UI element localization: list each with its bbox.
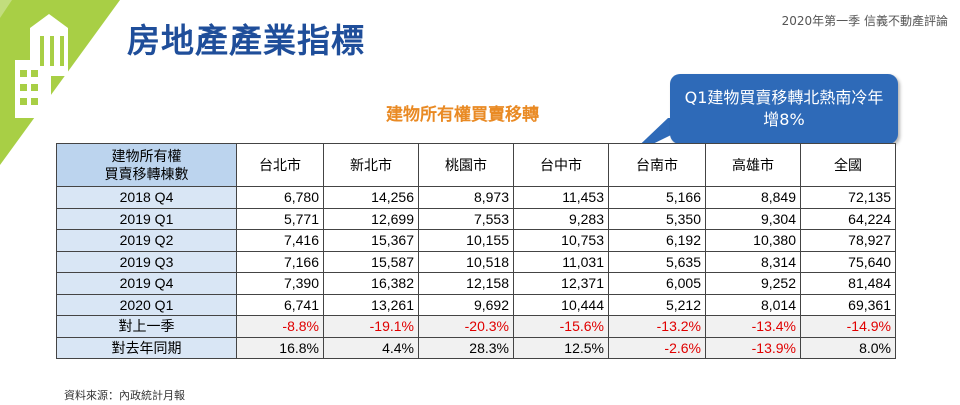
table-cell: 11,453 [513,186,609,209]
column-header: 台中市 [513,143,609,187]
row-label: 對上一季 [56,315,237,338]
table-cell: 5,212 [608,293,706,316]
column-header: 台南市 [608,143,706,187]
table-cell: 6,192 [608,229,706,252]
header-note: 2020年第一季 信義不動產評論 [781,14,948,28]
table-cell: 78,927 [800,229,896,252]
row-label: 2019 Q4 [56,272,237,295]
table-subtitle: 建物所有權買賣移轉 [386,105,539,125]
table-cell: -20.3% [418,315,514,338]
column-header: 新北市 [323,143,419,187]
table-header-row: 建物所有權 買賣移轉棟數 台北市 新北市 桃園市 台中市 台南市 高雄市 全國 [56,143,896,187]
row-label: 2019 Q2 [56,229,237,252]
table-row: 對上一季 -8.8% -19.1% -20.3% -15.6% -13.2% -13.4% -… [56,315,896,338]
table-cell: 12,158 [418,272,514,295]
row-label: 對去年同期 [56,336,237,359]
corner-line-1: 建物所有權 [111,148,182,164]
table-cell: 8,314 [705,250,801,273]
table-cell: 8.0% [800,336,896,359]
table-cell: 5,635 [608,250,706,273]
table-cell: 9,304 [705,207,801,230]
table-cell: -13.4% [705,315,801,338]
table-cell: -19.1% [323,315,419,338]
table-cell: 9,692 [418,293,514,316]
table-cell: 15,587 [323,250,419,273]
table-cell: 6,741 [236,293,324,316]
table-cell: 10,753 [513,229,609,252]
table-cell: 13,261 [323,293,419,316]
table-cell: 12,371 [513,272,609,295]
table-cell: -13.2% [608,315,706,338]
table-cell: 15,367 [323,229,419,252]
table-cell: 6,005 [608,272,706,295]
table-cell: 10,518 [418,250,514,273]
table-cell: 5,166 [608,186,706,209]
table-cell: 7,553 [418,207,514,230]
callout-box: Q1建物買賣移轉北熱南冷年增8% [670,74,898,144]
table-cell: 5,350 [608,207,706,230]
table-cell: 7,390 [236,272,324,295]
table-cell: -8.8% [236,315,324,338]
table-row: 2019 Q2 7,416 15,367 10,155 10,753 6,192 10,38… [56,229,896,252]
table-row: 對去年同期 16.8% 4.4% 28.3% 12.5% -2.6% -13.9% 8.0% [56,336,896,359]
table-cell: 9,283 [513,207,609,230]
table-cell: 72,135 [800,186,896,209]
table-cell: 10,380 [705,229,801,252]
row-label: 2018 Q4 [56,186,237,209]
table-cell: 7,166 [236,250,324,273]
corner-header: 建物所有權 買賣移轉棟數 [56,143,237,187]
column-header: 高雄市 [705,143,801,187]
table-cell: 12.5% [513,336,609,359]
table-cell: 8,973 [418,186,514,209]
table-row: 2020 Q1 6,741 13,261 9,692 10,444 5,212 8,014 6… [56,293,896,316]
table-cell: -2.6% [608,336,706,359]
row-label: 2019 Q3 [56,250,237,273]
table-cell: 12,699 [323,207,419,230]
table-row: 2019 Q4 7,390 16,382 12,158 12,371 6,005 9,252… [56,272,896,295]
table-row: 2019 Q1 5,771 12,699 7,553 9,283 5,350 9,304 64… [56,207,896,230]
row-label: 2019 Q1 [56,207,237,230]
table-cell: 7,416 [236,229,324,252]
callout-text: Q1建物買賣移轉北熱南冷年增8% [684,88,884,129]
table-cell: -13.9% [705,336,801,359]
row-label: 2020 Q1 [56,293,237,316]
table-cell: 16.8% [236,336,324,359]
corner-line-2: 買賣移轉棟數 [104,166,189,182]
table-cell: 64,224 [800,207,896,230]
column-header: 桃園市 [418,143,514,187]
table-cell: 69,361 [800,293,896,316]
table-cell: 4.4% [323,336,419,359]
table-cell: 28.3% [418,336,514,359]
table-cell: 11,031 [513,250,609,273]
table-cell: 14,256 [323,186,419,209]
source-note: 資料來源：內政統計月報 [64,389,185,402]
building-logo-icon [0,0,120,165]
table-cell: 10,444 [513,293,609,316]
table-cell: 75,640 [800,250,896,273]
table-cell: 8,849 [705,186,801,209]
column-header: 全國 [800,143,896,187]
table-cell: -14.9% [800,315,896,338]
table-cell: 8,014 [705,293,801,316]
table-cell: 10,155 [418,229,514,252]
transfer-table: 建物所有權 買賣移轉棟數 台北市 新北市 桃園市 台中市 台南市 高雄市 全國 … [56,143,896,359]
table-row: 2018 Q4 6,780 14,256 8,973 11,453 5,166 8,849 7… [56,186,896,209]
table-cell: -15.6% [513,315,609,338]
table-row: 2019 Q3 7,166 15,587 10,518 11,031 5,635 8,314… [56,250,896,273]
page-title: 房地產產業指標 [127,21,365,60]
table-cell: 5,771 [236,207,324,230]
table-cell: 16,382 [323,272,419,295]
table-cell: 81,484 [800,272,896,295]
column-header: 台北市 [236,143,324,187]
table-cell: 9,252 [705,272,801,295]
table-cell: 6,780 [236,186,324,209]
